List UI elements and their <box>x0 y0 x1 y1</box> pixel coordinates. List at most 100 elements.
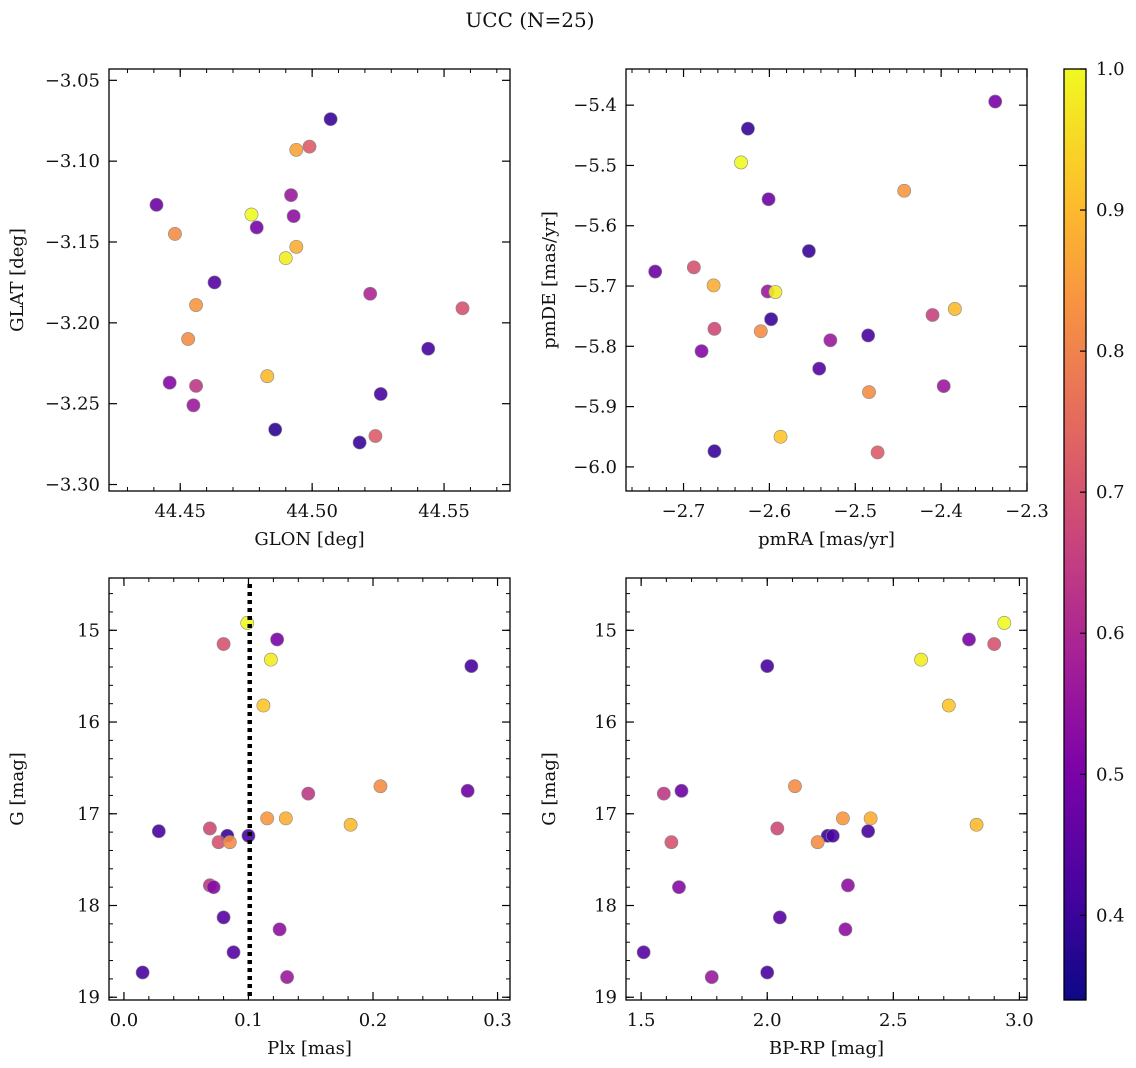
data-point <box>764 312 779 327</box>
x-tick-label: −2.7 <box>662 501 706 522</box>
x-axis-label: BP-RP [mag] <box>769 1038 884 1059</box>
data-point <box>189 298 203 312</box>
data-point <box>656 786 671 801</box>
colorbar-tick-label: 0.6 <box>1096 623 1125 644</box>
data-point <box>244 207 259 222</box>
x-tick-label: 44.45 <box>154 501 206 522</box>
data-point <box>460 783 475 798</box>
data-point <box>925 308 940 322</box>
x-tick-label: 0.0 <box>110 1010 139 1031</box>
data-point <box>263 652 278 667</box>
points-group <box>636 616 1012 984</box>
x-tick-label: −2.5 <box>833 501 877 522</box>
data-point <box>286 209 301 224</box>
y-axis-label: G [mag] <box>539 752 560 825</box>
x-tick-label: 44.55 <box>418 501 470 522</box>
y-tick-label: 17 <box>594 804 617 825</box>
points-group <box>135 616 479 984</box>
y-tick-label: −3.15 <box>45 232 100 253</box>
data-point <box>636 945 651 960</box>
y-tick-label: 18 <box>77 896 100 917</box>
data-point <box>760 965 775 980</box>
data-point <box>302 139 317 154</box>
data-point <box>216 910 231 925</box>
data-point <box>368 429 383 443</box>
data-point <box>941 698 956 713</box>
x-tick-label: −2.6 <box>748 501 792 522</box>
data-point <box>914 652 928 667</box>
panel-bprp-g: 1.5 2.0 2.5 3.0 15 16 17 18 19 BP-RP [mag] G [mag] <box>539 577 1034 1059</box>
data-point <box>289 142 304 157</box>
points-group <box>149 112 470 450</box>
data-point <box>987 637 1002 651</box>
data-point <box>289 239 304 254</box>
data-point <box>823 333 838 348</box>
y-tick-label: −3.05 <box>45 70 100 91</box>
points-group <box>648 94 1003 460</box>
data-point <box>835 811 850 826</box>
y-tick-label: 17 <box>77 804 100 825</box>
x-axis-label: Plx [mas] <box>267 1038 352 1059</box>
panel-glon-glat: 44.45 44.50 44.55 −3.05 −3.10 −3.15 −3.20 −3.25… <box>7 68 511 550</box>
colorbar-tick-label: 0.9 <box>1096 200 1125 221</box>
y-axis-label: GLAT [deg] <box>7 228 28 332</box>
data-point <box>207 275 222 290</box>
colorbar-tick-label: 0.5 <box>1096 764 1125 785</box>
data-point <box>770 821 785 836</box>
data-point <box>802 244 816 258</box>
x-tick-label: 0.2 <box>359 1010 388 1031</box>
data-point <box>278 251 293 266</box>
data-point <box>969 817 984 832</box>
data-point <box>323 112 338 127</box>
y-tick-label: −5.9 <box>573 397 617 418</box>
data-point <box>301 786 316 801</box>
data-point <box>352 435 367 450</box>
data-point <box>773 429 788 444</box>
y-tick-label: −3.25 <box>45 394 100 415</box>
data-point <box>706 278 721 293</box>
y-tick-label: 16 <box>594 712 617 733</box>
data-point <box>363 286 378 301</box>
y-tick-label: 15 <box>77 620 100 641</box>
colorbar-tick-label: 0.8 <box>1096 341 1125 362</box>
data-point <box>672 880 686 895</box>
data-point <box>768 285 783 299</box>
data-point <box>373 387 388 401</box>
data-point <box>168 227 182 241</box>
data-point <box>162 375 177 390</box>
data-point <box>421 341 436 356</box>
data-point <box>861 824 876 839</box>
data-point <box>149 197 164 212</box>
y-axis-label: G [mag] <box>7 752 28 825</box>
x-tick-label: 0.1 <box>234 1010 263 1031</box>
y-tick-label: 18 <box>594 896 617 917</box>
y-tick-label: 19 <box>77 987 100 1008</box>
y-tick-label: −5.8 <box>573 336 617 357</box>
data-point <box>734 155 748 170</box>
data-point <box>897 183 912 198</box>
data-point <box>648 264 663 279</box>
colorbar: 0.4 0.5 0.6 0.7 0.8 0.9 1.0 <box>1063 59 1125 1001</box>
axes-frame <box>625 577 1028 1001</box>
y-axis-label: pmDE [mas/yr] <box>539 211 560 349</box>
data-point <box>707 321 722 336</box>
data-point <box>260 811 275 826</box>
data-point <box>186 398 201 413</box>
data-point <box>455 301 470 316</box>
data-point <box>772 910 787 925</box>
data-point <box>373 779 388 794</box>
y-tick-label: −5.5 <box>573 155 617 176</box>
x-tick-label: −2.4 <box>919 501 963 522</box>
data-point <box>181 332 196 346</box>
data-point <box>997 616 1012 630</box>
panel-plx-g: 0.0 0.1 0.2 0.3 15 16 17 18 19 Plx [mas] G [mag] <box>7 577 512 1059</box>
data-point <box>936 379 951 393</box>
data-point <box>862 385 876 400</box>
data-point <box>753 324 768 339</box>
figure-title: UCC (N=25) <box>465 8 594 32</box>
y-tick-label: −3.30 <box>45 475 100 496</box>
data-point <box>812 361 827 376</box>
data-point <box>870 445 885 460</box>
y-tick-label: −3.20 <box>45 313 100 334</box>
data-point <box>761 192 776 207</box>
